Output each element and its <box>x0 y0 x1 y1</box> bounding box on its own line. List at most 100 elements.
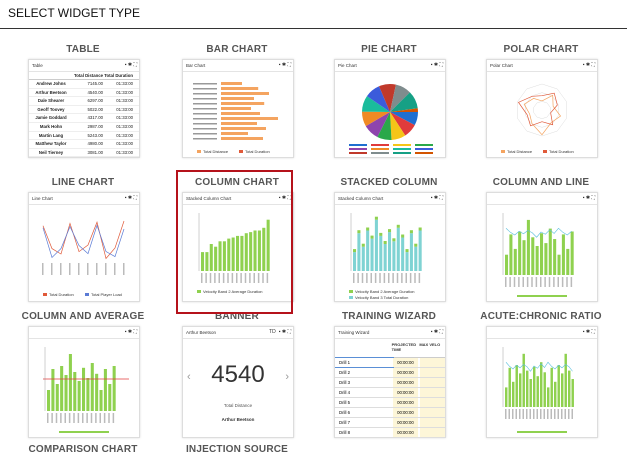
decor-label <box>108 413 110 423</box>
decor-label <box>357 273 359 283</box>
table-head: Total Distance Total Duration <box>29 72 139 80</box>
decor-label <box>536 409 538 419</box>
table-cell: 5022.00 <box>87 106 103 112</box>
legend: Velocity Band 2 Average Duration <box>197 289 263 294</box>
thumbnail-chart: Total Distance Total Duration <box>501 83 574 154</box>
decor-label <box>505 409 507 419</box>
widget-thumbnail[interactable]: ▪ ✱ ⛶ <box>28 326 140 438</box>
banner-value: 4540 <box>211 361 265 388</box>
decor-column <box>392 238 396 242</box>
decor-label <box>550 409 552 419</box>
legend: Total Distance Total Duration <box>197 149 270 154</box>
header-icons: ▪ ✱ ⛶ <box>430 329 443 335</box>
decor-column <box>357 230 361 234</box>
decor-label <box>73 413 75 423</box>
thumbnail-header: Stacked Column Chart ▪ ✱ ⛶ <box>335 193 445 205</box>
decor-column <box>379 235 383 271</box>
widget-thumbnail[interactable]: Stacked Column Chart ▪ ✱ ⛶ Velocity Band 2… <box>334 192 446 302</box>
decor-label <box>68 413 71 423</box>
decor-label <box>193 88 217 90</box>
table-cell: 01:33:00 <box>116 123 133 129</box>
widget-thumbnail[interactable]: Pie Chart ▪ ✱ ⛶ <box>334 59 446 158</box>
decor-legend <box>517 431 567 433</box>
table-row: Arthur Beetson 4540.00 01:33:00 <box>29 89 139 98</box>
decor-label <box>231 273 234 283</box>
table-cell: 01:33:00 <box>103 157 133 158</box>
legend-swatch <box>349 296 353 299</box>
thumbnail-chart <box>43 347 129 433</box>
header-icons: ▪ ✱ ⛶ <box>124 195 137 201</box>
wizard-row: Drill 4 00:00:00 <box>335 388 445 398</box>
thumbnail-title: Training Wizard <box>338 330 370 335</box>
decor-column <box>379 232 383 236</box>
widget-thumbnail[interactable]: Bar Chart ▪ ✱ ⛶ Total Distance Total Durati… <box>182 59 294 158</box>
decor-slice <box>362 96 390 112</box>
table-cell: 4980.00 <box>87 141 103 147</box>
drill-name: Drill 2 <box>339 370 350 375</box>
column-header: Total Distance <box>73 73 103 78</box>
decor-column <box>214 246 218 271</box>
decor-column <box>353 249 357 253</box>
decor-column <box>522 240 526 275</box>
thumbnail-chart: Velocity Band 2 Average Duration <box>197 213 270 294</box>
table-cell: 01:33:00 <box>116 132 133 138</box>
widget-label: TRAINING WIZARD <box>341 311 437 322</box>
widget-label: ACUTE:CHRONIC RATIO <box>480 311 602 322</box>
widget-thumbnail[interactable]: Stacked Column Chart ▪ ✱ ⛶ Velocity Band 2… <box>182 192 294 302</box>
widget-label: BAR CHART <box>206 44 268 55</box>
decor-column <box>526 219 530 275</box>
widget-thumbnail[interactable]: ▪ ✱ ⛶ <box>486 326 598 438</box>
widget-thumbnail[interactable]: Arthur Beetson TD ▪ ✱ ⛶ ‹ › 4540 Total Distanc… <box>182 326 294 438</box>
decor-label <box>249 273 251 283</box>
decor-column <box>401 237 405 271</box>
wizard-row: Drill 6 00:00:00 <box>335 408 445 418</box>
column-header: MAX VELO <box>419 342 441 347</box>
decor-slice <box>390 112 415 136</box>
decor-label <box>86 413 88 423</box>
widget-label: COLUMN AND AVERAGE <box>21 311 145 322</box>
table-cell: 5243.00 <box>87 132 103 138</box>
decor-column <box>548 228 552 275</box>
widget-thumbnail[interactable]: Table ▪ ✱ ⛶ Total Distance Total Duration An… <box>28 59 140 158</box>
thumbnail-chart <box>502 213 574 297</box>
widget-thumbnail[interactable]: Polar Chart ▪ ✱ ⛶ Total Distance Total Dura… <box>486 59 598 158</box>
decor-line <box>505 227 572 238</box>
decor-label <box>370 273 372 283</box>
widget-thumbnail[interactable]: Training Wizard ▪ ✱ ⛶ PROJECTED TIME MAX VE… <box>334 326 446 438</box>
decor-label <box>257 273 260 283</box>
table-cell: 01:33:00 <box>116 81 133 86</box>
decor-label <box>222 273 225 283</box>
decor-column <box>47 390 51 411</box>
decor-line <box>42 220 125 260</box>
thumbnail-title: Line Chart <box>32 196 53 201</box>
header-icons: ▪ ✱ ⛶ <box>582 62 595 68</box>
decor-label <box>47 413 49 423</box>
table-cell: Andrew Johns <box>36 81 66 86</box>
decor-label <box>105 263 107 275</box>
decor-line <box>505 361 573 372</box>
column-header: Total Duration <box>104 73 133 78</box>
thumbnail-header: Training Wizard ▪ ✱ ⛶ <box>335 327 445 339</box>
widget-label: COMPARISON CHART <box>28 444 138 455</box>
decor-column <box>388 229 392 233</box>
table-cell: 4317.00 <box>87 115 103 121</box>
decor-label <box>193 113 217 115</box>
decor-label <box>95 413 97 423</box>
decor-label <box>123 263 125 275</box>
decor-column <box>508 367 511 407</box>
header-icons: TD ▪ ✱ ⛶ <box>269 329 291 335</box>
thumbnail-title: Pie Chart <box>338 63 357 68</box>
table-row: Geoff Toovey 5022.00 01:33:00 <box>29 106 139 115</box>
cell <box>419 368 445 377</box>
decor-column <box>90 363 94 411</box>
widget-thumbnail[interactable]: ▪ ✱ ⛶ <box>486 192 598 302</box>
decor-column <box>108 384 112 411</box>
decor-label <box>193 98 217 100</box>
widget-label: COLUMN CHART <box>194 177 280 188</box>
decor-label <box>544 277 546 287</box>
widget-thumbnail[interactable]: Line Chart ▪ ✱ ⛶ Total Duration Total Playe… <box>28 192 140 302</box>
decor-label <box>193 108 217 110</box>
decor-column <box>409 230 413 234</box>
decor-legend <box>371 148 389 150</box>
